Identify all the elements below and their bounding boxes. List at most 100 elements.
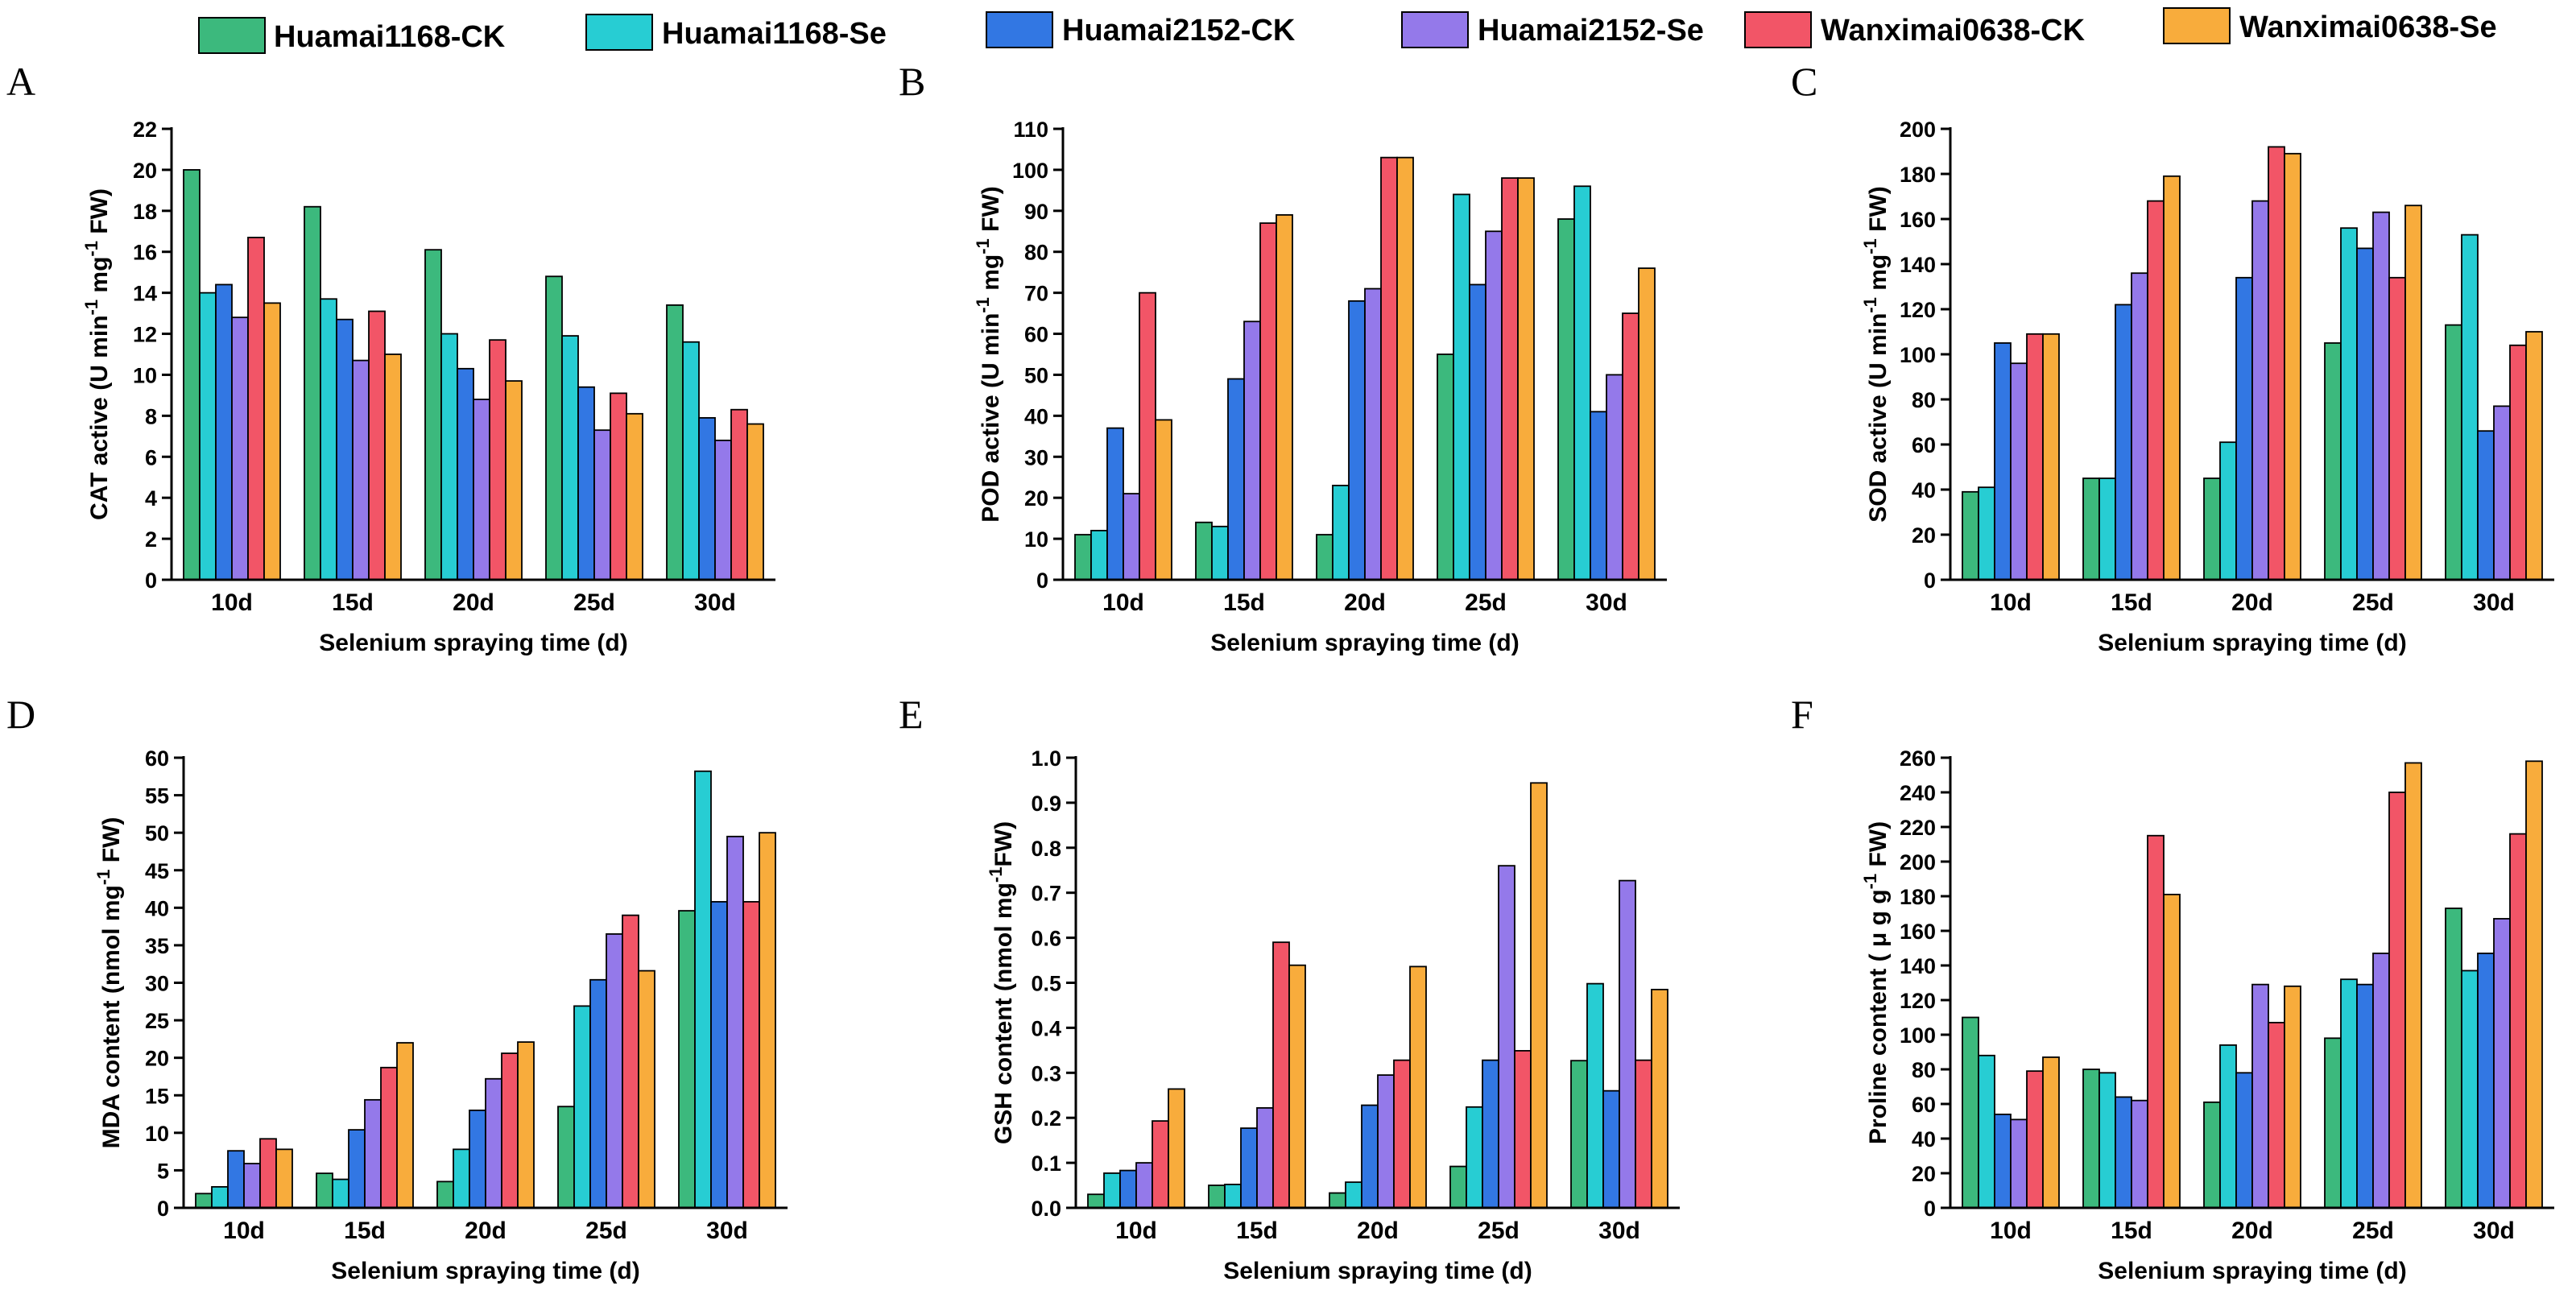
panel-letter: A xyxy=(6,59,35,104)
x-tick-label: 10d xyxy=(1115,1218,1157,1244)
bar xyxy=(2340,978,2358,1209)
x-axis-title: Selenium spraying time (d) xyxy=(1223,1258,1532,1284)
bar xyxy=(2404,762,2422,1209)
bar xyxy=(2509,344,2527,581)
bar xyxy=(2509,833,2527,1209)
bar xyxy=(1651,988,1668,1209)
y-axis-title-sup: -1 xyxy=(986,867,1006,883)
bar xyxy=(2340,227,2358,581)
bar xyxy=(436,1180,454,1209)
x-tick-label: 25d xyxy=(2352,1218,2394,1244)
x-tick-label: 10d xyxy=(1990,589,2032,616)
y-tick-label: 60 xyxy=(1912,433,1936,457)
bar xyxy=(384,353,402,581)
y-tick-label: 0 xyxy=(1924,568,1936,593)
bar xyxy=(2235,276,2253,581)
bar xyxy=(1074,534,1092,581)
bar xyxy=(1498,865,1515,1209)
x-tick-label: 20d xyxy=(2231,589,2273,616)
bar xyxy=(380,1066,398,1209)
x-tick-label: 30d xyxy=(1598,1218,1640,1244)
x-axis: 10d 15d 20d 25d 30d xyxy=(184,1206,788,1244)
bar xyxy=(489,339,507,581)
bar xyxy=(1396,156,1414,581)
legend-label: Huamai2152-Se xyxy=(1478,14,1704,48)
x-tick-label: 25d xyxy=(1465,589,1507,616)
y-tick-label: 260 xyxy=(1900,746,1936,771)
bar xyxy=(1501,177,1519,581)
bar xyxy=(1106,427,1124,581)
bar xyxy=(2525,331,2543,581)
bar xyxy=(1485,230,1503,581)
y-axis-title-sup: -1 xyxy=(1860,238,1880,254)
bar xyxy=(2131,272,2148,581)
y-axis-title: POD active (U min-1 mg-1 FW) xyxy=(973,186,1004,523)
bar xyxy=(573,1005,591,1209)
y-tick-label: 0.5 xyxy=(1031,972,1061,996)
x-tick-label: 10d xyxy=(223,1218,265,1244)
bar xyxy=(2219,1044,2237,1209)
x-axis: 10d 15d 20d 25d 30d xyxy=(172,578,775,616)
bar xyxy=(501,1052,519,1209)
y-tick-label: 20 xyxy=(133,159,157,183)
x-tick-label: 25d xyxy=(1478,1218,1520,1244)
y-tick-label: 14 xyxy=(133,282,157,306)
y-tick-label: 35 xyxy=(145,934,169,958)
bar xyxy=(1332,485,1350,581)
x-tick-label: 30d xyxy=(1586,589,1627,616)
bar xyxy=(1103,1172,1121,1209)
bar xyxy=(231,316,249,581)
bar xyxy=(1962,1016,1979,1209)
bar xyxy=(2235,1072,2253,1209)
y-tick-label: 220 xyxy=(1900,816,1936,840)
y-axis-title-part: Proline content ( μ g g xyxy=(1865,889,1892,1144)
y-axis-title-part: CAT active (U min xyxy=(86,315,113,520)
bar xyxy=(1635,1059,1652,1209)
y-tick-label: 40 xyxy=(145,896,169,920)
bars xyxy=(195,770,776,1209)
bar xyxy=(1606,374,1623,581)
y-tick-label: 0 xyxy=(1924,1197,1936,1221)
bar xyxy=(2461,969,2479,1209)
y-tick-label: 140 xyxy=(1900,954,1936,978)
bar xyxy=(2324,342,2342,581)
legend-item: Wanximai0638-CK xyxy=(1744,11,2086,48)
bar xyxy=(1449,1165,1467,1209)
y-tick-label: 60 xyxy=(145,746,169,771)
bar xyxy=(2284,152,2301,581)
y-tick-label: 55 xyxy=(145,784,169,808)
y-tick-label: 160 xyxy=(1900,920,1936,944)
bar xyxy=(2115,1096,2132,1209)
bar xyxy=(606,933,623,1209)
panel-f: F 0 20 40 60 80 100 120 140 160 180 200 220 240 260 10d… xyxy=(1791,692,2554,1284)
y-tick-label: 200 xyxy=(1900,118,1936,142)
legend-swatch xyxy=(1744,11,1812,48)
y-axis: 0 5 10 15 20 25 30 35 40 45 50 55 60 xyxy=(145,746,185,1221)
y-axis-title-sup: -1 xyxy=(81,241,101,257)
bar xyxy=(557,1106,575,1209)
bar xyxy=(759,832,776,1209)
y-axis-title: Proline content ( μ g g-1 FW) xyxy=(1860,821,1892,1144)
y-tick-label: 10 xyxy=(133,363,157,387)
bar xyxy=(396,1042,414,1209)
y-tick-label: 140 xyxy=(1900,253,1936,277)
x-axis: 10d 15d 20d 25d 30d xyxy=(1950,1206,2554,1244)
bar xyxy=(2477,430,2495,581)
x-tick-label: 10d xyxy=(211,589,253,616)
bar xyxy=(2388,792,2406,1209)
bar xyxy=(1590,411,1607,581)
bar xyxy=(316,1172,333,1209)
bar xyxy=(1994,1114,2012,1209)
bar xyxy=(1119,1169,1137,1209)
y-tick-label: 70 xyxy=(1024,282,1048,306)
bar xyxy=(2010,1118,2028,1209)
bar xyxy=(1316,534,1333,581)
bar xyxy=(742,900,760,1209)
bar xyxy=(263,302,281,581)
bar xyxy=(1602,1089,1620,1209)
y-tick-label: 10 xyxy=(1024,527,1048,552)
x-tick-label: 20d xyxy=(453,589,494,616)
bar xyxy=(682,341,700,581)
y-tick-label: 0.4 xyxy=(1031,1016,1061,1040)
y-tick-label: 0.6 xyxy=(1031,927,1061,951)
